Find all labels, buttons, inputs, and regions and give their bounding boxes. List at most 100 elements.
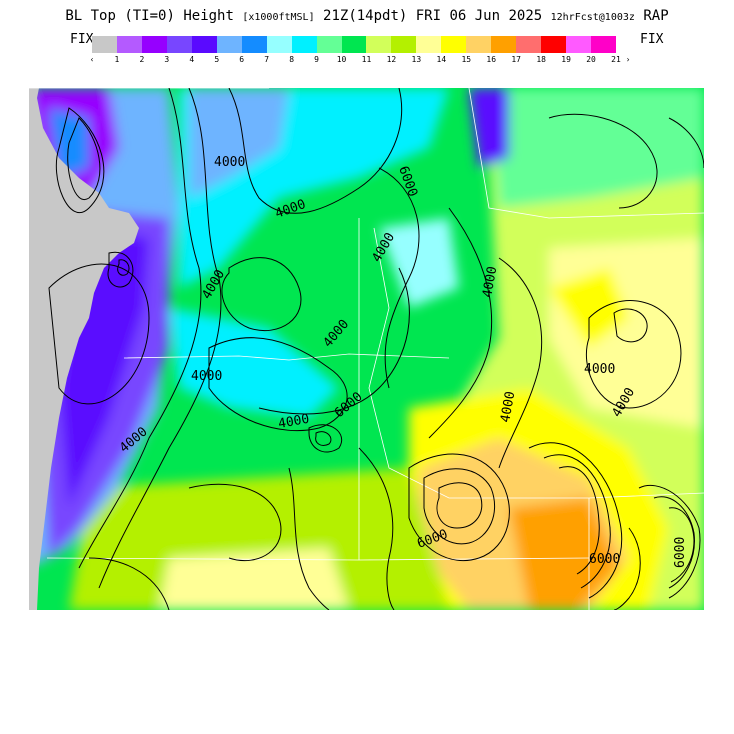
legend-tick-label: 3 <box>164 55 170 64</box>
contour-line <box>653 496 695 589</box>
legend-tick-label: 9 <box>314 55 319 64</box>
legend-tick-label: 13 <box>411 55 422 64</box>
contour-line <box>548 113 658 209</box>
legend-tick-label: ‹ <box>89 55 95 64</box>
contour-line <box>315 431 332 446</box>
contour-line <box>358 447 395 611</box>
fill-region-cyan-central <box>169 308 339 418</box>
legend-tick-label: 15 <box>461 55 472 64</box>
fix-label-left: FIX <box>70 32 94 47</box>
legend-tick-label: 18 <box>536 55 546 64</box>
contour-lines <box>48 87 705 611</box>
fill-region-north <box>489 88 704 208</box>
legend-swatch <box>591 36 617 53</box>
legend-swatch <box>466 36 492 53</box>
contour-line <box>288 467 330 611</box>
legend-swatch <box>92 36 117 53</box>
contour-line <box>67 117 101 201</box>
legend-tick-label: 5 <box>214 55 220 64</box>
fill-region-cyan-spot <box>379 218 459 308</box>
legend-swatch <box>441 36 467 53</box>
legend-tick-label: 8 <box>289 55 295 64</box>
legend-tick-label: 14 <box>436 55 447 64</box>
legend-tick-label: 10 <box>336 55 347 64</box>
color-legend <box>92 36 617 53</box>
contour-label: 6000 <box>673 537 688 568</box>
contour-line <box>543 454 611 589</box>
contour-line <box>221 257 302 332</box>
legend-tick-label: 19 <box>561 55 571 64</box>
contour-line <box>228 87 403 214</box>
legend-tick-label: 6 <box>239 55 245 64</box>
contour-line <box>498 257 543 469</box>
legend-swatch <box>491 36 517 53</box>
contour-line <box>528 442 623 599</box>
title-model: RAP <box>643 8 669 24</box>
legend-swatch <box>241 36 267 53</box>
contour-line <box>558 466 600 575</box>
legend-swatch <box>391 36 417 53</box>
legend-tick-label: › <box>625 55 631 64</box>
fill-region-yellow-spot <box>549 268 629 348</box>
legend-swatch <box>216 36 242 53</box>
legend-tick-label: 21 <box>611 55 621 64</box>
contour-line <box>428 207 493 439</box>
legend-swatch <box>116 36 142 53</box>
ocean-area <box>29 88 139 610</box>
legend-tick-labels: ‹ 1 2 3 4 5 6 7 8 9 10 11 12 13 14 15 16 17 18 19 20 21 › <box>80 55 660 67</box>
contour-label: 4000 <box>584 362 615 377</box>
map-panel: 4000 4000 4000 4000 4000 4000 4000 4000 4000 4000… <box>29 87 705 611</box>
contour-line <box>668 507 695 583</box>
contour-label: 4000 <box>277 412 310 432</box>
contour-label: 4000 <box>480 265 500 298</box>
title-forecast: 12hrFcst@1003z <box>550 12 635 23</box>
contour-line <box>78 87 202 569</box>
legend-tick-label: 12 <box>386 55 397 64</box>
contour-line <box>668 117 705 169</box>
border-mt <box>468 87 705 219</box>
contour-line <box>308 424 343 453</box>
contour-line <box>188 483 282 562</box>
legend-swatch <box>416 36 442 53</box>
contour-line <box>423 468 496 545</box>
legend-swatch <box>191 36 217 53</box>
legend-swatch <box>566 36 592 53</box>
contour-line <box>436 482 483 529</box>
legend-swatch <box>166 36 192 53</box>
legend-swatch <box>341 36 367 53</box>
fill-region-deep-orange <box>509 498 619 610</box>
legend-tick-label: 4 <box>189 55 195 64</box>
contour-line <box>585 300 682 409</box>
title-time: 21Z(14pdt) FRI 06 Jun 2025 <box>323 8 543 24</box>
title-main: BL Top (TI=0) Height <box>65 8 234 24</box>
legend-tick-label: 16 <box>486 55 497 64</box>
contour-line <box>613 308 648 343</box>
contour-line <box>258 267 410 415</box>
fix-label-right: FIX <box>640 32 664 47</box>
contour-line <box>88 557 170 611</box>
legend-swatch <box>141 36 167 53</box>
contour-line <box>613 527 641 611</box>
chart-title: BL Top (TI=0) Height [x1000ftMSL] 21Z(14… <box>0 8 734 24</box>
contour-line <box>117 259 130 276</box>
contour-label: 4000 <box>191 369 222 384</box>
title-units: [x1000ftMSL] <box>242 12 315 23</box>
contour-line <box>48 263 150 405</box>
legend-tick-label: 2 <box>139 55 145 64</box>
contour-line <box>107 251 134 288</box>
contour-line <box>408 453 510 562</box>
contour-label: 4000 <box>498 390 518 423</box>
legend-swatch <box>516 36 542 53</box>
contour-label: 4000 <box>214 155 245 170</box>
legend-tick-label: 1 <box>114 55 120 64</box>
legend-swatch <box>541 36 567 53</box>
legend-tick-label: 20 <box>586 55 596 64</box>
contour-line <box>378 167 420 389</box>
contour-label: 6000 <box>589 552 620 567</box>
legend-swatch <box>291 36 317 53</box>
fill-region-south-pale <box>159 548 349 610</box>
legend-swatch <box>316 36 342 53</box>
legend-tick-label: 11 <box>361 55 372 64</box>
fill-region-southwest <box>69 468 449 610</box>
